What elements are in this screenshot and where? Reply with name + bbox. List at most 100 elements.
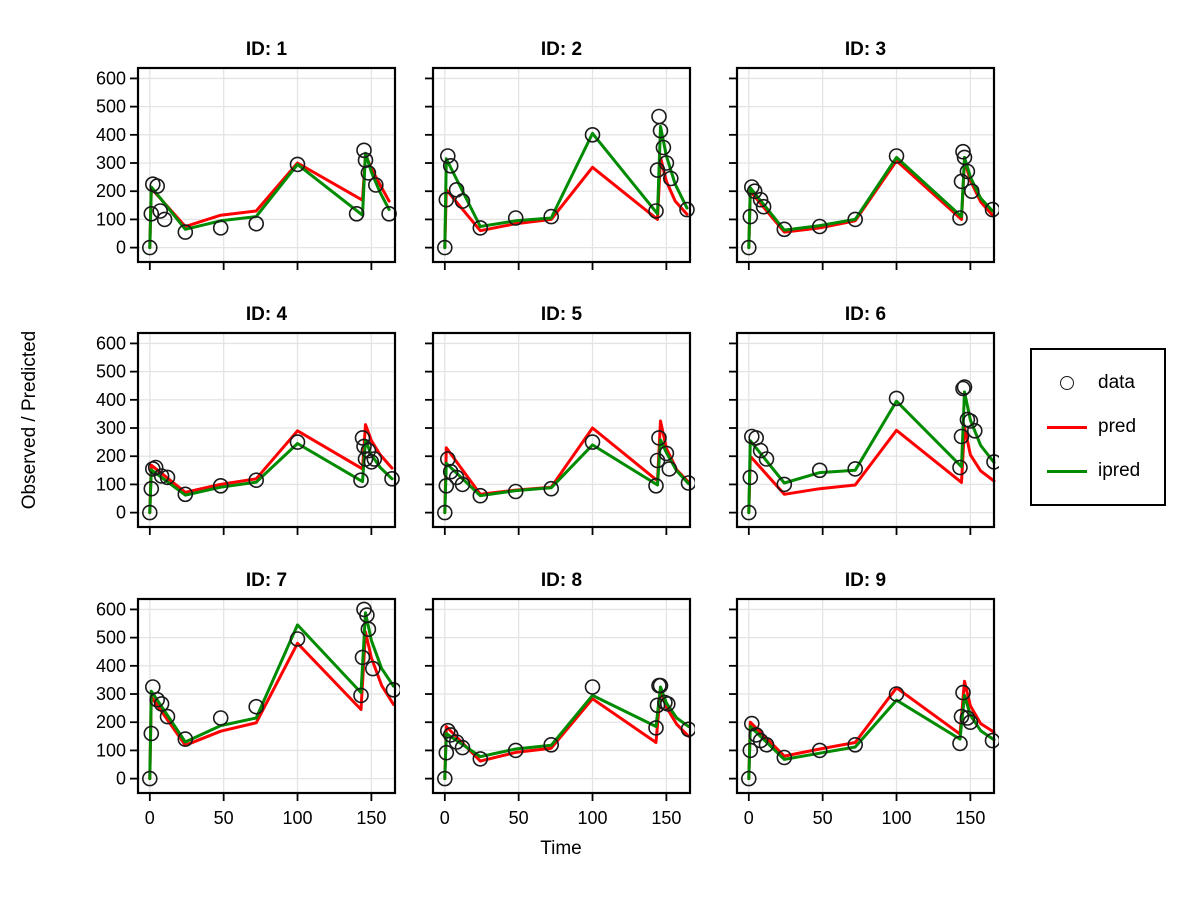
y-tick-label: 100 <box>96 740 126 760</box>
data-point <box>143 725 160 742</box>
panel-id-7: 0 100 200 300 400 500 600 0 50 100 150 ID: 7 <box>90 569 400 825</box>
data-point <box>959 163 976 180</box>
data-point <box>212 220 229 236</box>
ipred-line <box>148 151 391 250</box>
data-point <box>543 208 559 225</box>
data-point <box>959 710 976 726</box>
data-point <box>454 476 471 493</box>
legend-label-ipred: ipred <box>1098 460 1141 481</box>
data-point <box>888 686 905 702</box>
panel-title: ID: 5 <box>540 304 583 325</box>
data-point <box>776 476 793 493</box>
y-tick-label: 200 <box>96 712 126 732</box>
data-point-icon <box>1060 376 1074 390</box>
legend-swatch-area <box>1044 425 1090 429</box>
ipred-line <box>747 390 996 515</box>
panel-id-2: ID: 2 <box>385 38 695 294</box>
data-point <box>177 224 194 240</box>
y-tick-label: 300 <box>96 418 126 438</box>
data-point <box>956 379 973 395</box>
panel-title: ID: 8 <box>540 570 583 591</box>
data-point <box>658 445 675 462</box>
data-point <box>811 218 828 235</box>
x-axis-label: Time <box>540 838 582 859</box>
data-point <box>811 742 828 759</box>
data-point <box>743 179 760 195</box>
data-point <box>847 737 863 753</box>
panel-frame <box>431 66 692 264</box>
data-point <box>652 122 669 139</box>
data-point <box>776 749 793 766</box>
data-point <box>962 413 979 429</box>
data-point <box>141 239 158 256</box>
data-point <box>289 156 306 173</box>
data-point <box>742 208 759 225</box>
panel-title: ID: 7 <box>245 570 288 591</box>
panel-frame <box>136 66 397 264</box>
y-tick-label: 400 <box>96 390 126 410</box>
data-point <box>659 696 676 712</box>
data-point <box>141 770 158 787</box>
pred-line <box>747 426 996 515</box>
data-point <box>776 221 793 238</box>
data-point <box>248 698 264 715</box>
x-tick-label: 50 <box>214 808 234 825</box>
panel-plot-id-6 <box>729 331 999 535</box>
data-point <box>584 127 601 143</box>
data-point <box>159 469 176 486</box>
panel-id-1: 0 100 200 300 400 500 600 ID: 1 <box>90 38 400 294</box>
panel-frame <box>136 331 397 529</box>
data-point <box>655 139 672 156</box>
data-point <box>758 451 775 467</box>
ipred-line <box>747 155 994 250</box>
data-point <box>212 710 229 726</box>
data-point <box>439 722 456 739</box>
x-tick-label: 0 <box>145 808 155 825</box>
pred-line <box>443 419 690 515</box>
y-tick-label: 300 <box>96 153 126 173</box>
panel-plot-id-8: 0 50 100 150 <box>425 597 695 825</box>
data-point <box>648 203 664 219</box>
data-point <box>353 687 369 704</box>
x-tick-label: 0 <box>744 808 754 825</box>
data-point <box>141 504 158 521</box>
data-point <box>652 677 669 694</box>
panel-title: ID: 3 <box>844 39 887 60</box>
data-point <box>143 480 160 497</box>
data-point <box>651 430 667 446</box>
data-point <box>661 461 678 477</box>
data-point <box>354 430 371 446</box>
panel-frame <box>735 66 996 264</box>
data-point <box>740 239 757 256</box>
data-point <box>743 715 760 732</box>
panel-title: ID: 1 <box>245 39 288 60</box>
data-point <box>177 486 194 503</box>
legend-swatch-area <box>1044 376 1090 390</box>
data-point <box>755 198 772 215</box>
x-tick-label: 100 <box>577 808 607 825</box>
panel-plot-id-3 <box>729 66 999 270</box>
data-point <box>953 708 970 725</box>
data-point <box>966 423 983 439</box>
data-point <box>436 770 453 787</box>
data-point <box>149 178 165 194</box>
data-point <box>159 708 176 725</box>
data-point <box>952 210 968 226</box>
data-point <box>888 148 905 164</box>
x-tick-label: 50 <box>509 808 529 825</box>
data-point <box>438 191 455 208</box>
data-point <box>752 442 769 459</box>
x-tick-label: 0 <box>440 808 450 825</box>
data-point <box>364 660 381 677</box>
panel-plot-id-9: 0 50 100 150 <box>729 597 999 825</box>
panel-id-3: ID: 3 <box>689 38 999 294</box>
pred-line <box>443 155 689 250</box>
panel-frame <box>735 597 996 795</box>
data-point <box>248 472 264 488</box>
data-point <box>442 158 459 174</box>
data-point <box>584 434 601 450</box>
data-point <box>648 720 664 736</box>
data-point <box>356 438 372 455</box>
data-point <box>354 649 371 666</box>
data-point <box>353 472 369 488</box>
